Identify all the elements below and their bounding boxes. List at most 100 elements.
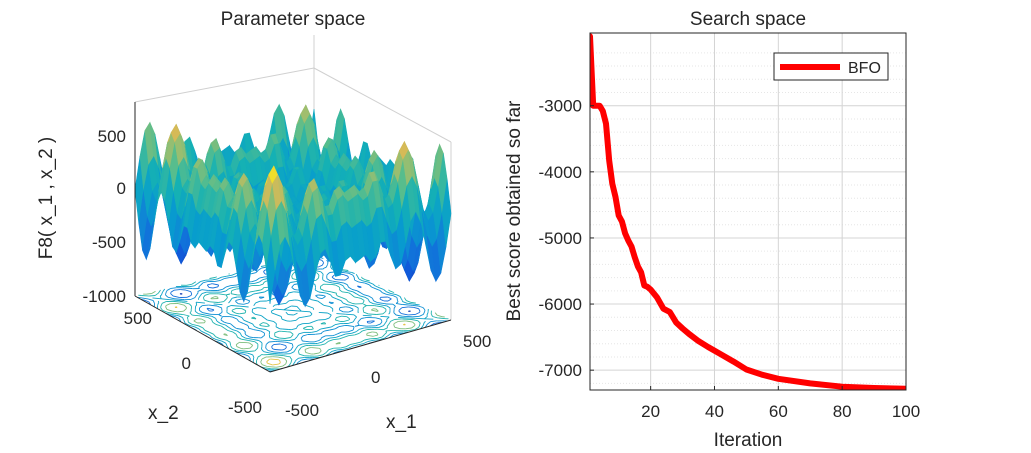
contour-segment: [417, 305, 424, 308]
contour-segment: [225, 293, 231, 296]
contour-segment: [195, 283, 198, 285]
contour-segment: [298, 323, 303, 326]
contour-segment: [178, 318, 181, 322]
x1-axis-line: [269, 319, 452, 373]
contour-segment: [286, 350, 290, 353]
contour-segment: [309, 313, 313, 317]
contour-segment: [325, 264, 328, 268]
contour-segment: [232, 325, 235, 328]
contour-segment: [231, 273, 237, 276]
contour-segment: [320, 288, 325, 292]
contour-segment: [315, 277, 319, 281]
contour-segment: [182, 317, 184, 320]
contour-segment: [351, 288, 358, 292]
contour-segment: [366, 334, 374, 337]
contour-segment: [282, 364, 286, 367]
contour-segment: [257, 307, 267, 309]
contour-segment: [330, 294, 332, 296]
contour-segment: [372, 331, 377, 333]
contour-segment: [201, 318, 206, 322]
contour-segment: [254, 341, 259, 345]
contour-segment: [393, 333, 400, 336]
contour-segment: [311, 330, 317, 333]
contour-segment: [280, 316, 283, 320]
plot-area: [590, 33, 906, 390]
contour-segment: [316, 272, 319, 275]
contour-segment: [359, 330, 363, 334]
contour-segment: [358, 297, 362, 299]
contour-segment: [298, 316, 305, 319]
contour-segment: [295, 357, 299, 362]
contour-segment: [418, 308, 421, 312]
contour-segment: [297, 299, 304, 303]
contour-segment: [274, 339, 281, 341]
contour-segment: [218, 314, 222, 317]
contour-segment: [386, 324, 390, 327]
contour-segment: [290, 351, 295, 355]
contour-segment: [217, 276, 222, 280]
contour-segment: [237, 336, 242, 340]
contour-segment: [324, 290, 332, 293]
contour-segment: [182, 314, 190, 317]
contour-segment: [352, 291, 357, 295]
contour-segment: [253, 292, 260, 295]
contour-segment: [340, 271, 346, 274]
contour-segment: [291, 275, 293, 279]
contour-segment: [200, 315, 208, 318]
contour-segment: [224, 277, 230, 280]
contour-segment: [238, 321, 244, 324]
contour-segment: [347, 301, 353, 304]
contour-segment: [152, 297, 162, 300]
contour-segment: [257, 355, 261, 358]
contour-segment: [184, 287, 193, 289]
contour-segment: [321, 296, 326, 299]
contour-segment: [197, 289, 202, 292]
contour-segment: [335, 319, 341, 322]
contour-segment: [252, 307, 258, 310]
contour-segment: [396, 299, 399, 303]
contour-segment: [217, 296, 219, 299]
contour-segment: [362, 300, 365, 304]
contour-segment: [379, 298, 384, 302]
contour-segment: [244, 332, 247, 336]
contour-segment: [368, 295, 373, 299]
contour-segment: [363, 303, 367, 307]
contour-segment: [382, 311, 386, 315]
contour-segment: [256, 356, 259, 361]
contour-segment: [178, 315, 183, 319]
contour-segment: [223, 298, 227, 302]
y-tick-label: -5000: [539, 229, 582, 248]
contour-segment: [230, 314, 235, 316]
contour-segment: [318, 294, 324, 296]
contour-segment: [379, 297, 382, 300]
contour-segment: [243, 302, 249, 305]
contour-segment: [393, 312, 397, 316]
contour-segment: [199, 310, 203, 313]
contour-segment: [215, 318, 218, 322]
x2-tick-label: 0: [182, 354, 191, 373]
contour-segment: [311, 347, 319, 349]
contour-segment: [297, 343, 303, 347]
contour-segment: [255, 269, 259, 273]
contour-segment: [348, 292, 351, 295]
contour-segment: [384, 310, 387, 313]
contour-segment: [201, 289, 209, 291]
contour-segment: [293, 271, 296, 274]
contour-segment: [337, 295, 342, 299]
contour-segment: [357, 320, 360, 323]
contour-segment: [213, 333, 216, 337]
contour-segment: [336, 298, 342, 302]
contour-segment: [362, 314, 372, 317]
contour-segment: [269, 337, 275, 340]
contour-segment: [364, 282, 370, 286]
contour-segment: [386, 305, 391, 309]
contour-segment: [242, 329, 246, 333]
contour-segment: [326, 278, 331, 282]
contour-segment: [279, 360, 281, 363]
contour-segment: [388, 297, 392, 300]
contour-segment: [412, 315, 420, 318]
contour-segment: [225, 343, 228, 347]
y-tick-label: -3000: [539, 97, 582, 116]
contour-segment: [301, 345, 306, 348]
contour-segment: [249, 345, 254, 349]
